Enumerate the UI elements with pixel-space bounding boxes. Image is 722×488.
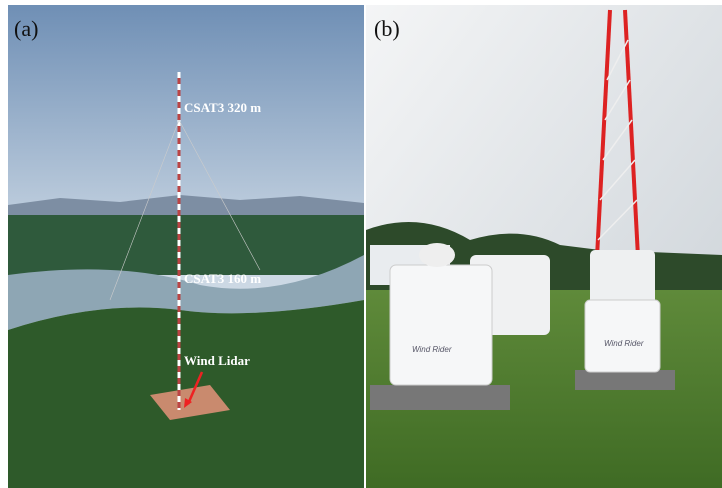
panel-b: Wind Rider Wind Rider (b) xyxy=(366,5,722,488)
panel-a: (a) CSAT3 320 m CSAT3 160 m Wind Lidar xyxy=(8,5,364,488)
panel-label: (a) xyxy=(14,16,38,41)
arrow-head xyxy=(184,398,192,408)
device xyxy=(584,299,661,373)
guy-wire xyxy=(178,119,261,271)
base xyxy=(370,385,510,410)
dome xyxy=(419,243,455,267)
panel-label: (b) xyxy=(374,16,400,41)
device xyxy=(389,264,493,386)
device-label: Wind Rider xyxy=(412,345,452,354)
guy-wire xyxy=(109,119,180,301)
tower xyxy=(593,9,642,296)
annotation: CSAT3 160 m xyxy=(184,271,261,286)
forest-far xyxy=(8,215,364,275)
annotation: Wind Lidar xyxy=(184,353,250,368)
annotation: CSAT3 320 m xyxy=(184,100,261,115)
lake xyxy=(8,255,364,330)
arrow xyxy=(186,371,204,405)
base xyxy=(575,370,675,390)
tower-lattice xyxy=(597,39,638,241)
device-label: Wind Rider xyxy=(604,339,644,348)
